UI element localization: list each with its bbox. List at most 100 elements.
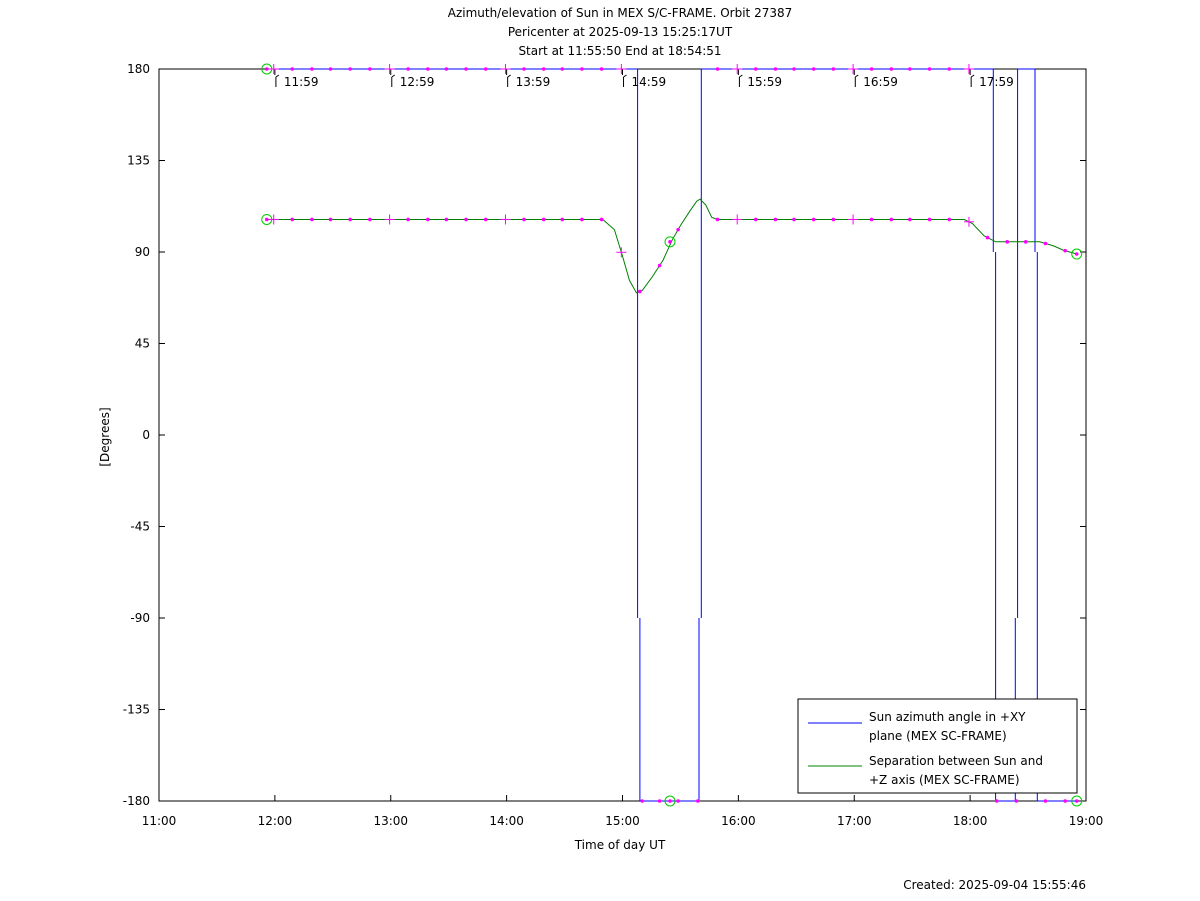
azimuth-sample-dot xyxy=(869,67,874,71)
x-tick-label: 14:00 xyxy=(489,814,524,828)
separation-sample-dot xyxy=(406,217,410,222)
azimuth-sample-dot xyxy=(541,67,546,71)
y-tick-label: 90 xyxy=(135,245,150,259)
x-tick-label: 19:00 xyxy=(1069,814,1104,828)
event-circle-center xyxy=(264,217,269,222)
azimuth-sample-dot xyxy=(580,67,584,71)
event-circle-marker xyxy=(664,795,676,807)
separation-sample-dot xyxy=(522,217,526,222)
hour-marker-tick-cap xyxy=(855,74,859,78)
marker-layer xyxy=(261,63,1083,807)
axis-ticks xyxy=(158,68,1087,802)
legend-label-azimuth-1: Sun azimuth angle in +XY xyxy=(869,710,1026,724)
azimuth-sample-dot-bottom xyxy=(1063,799,1067,803)
separation-sample-dot xyxy=(947,217,952,222)
chart-title-line-2: Pericenter at 2025-09-13 15:25:17UT xyxy=(508,25,733,39)
azimuth-sample-dot-bottom xyxy=(994,799,999,803)
separation-sample-dot xyxy=(792,217,796,222)
separation-sample-dot xyxy=(753,217,758,222)
azimuth-sample-dot xyxy=(444,67,449,71)
event-circle-center xyxy=(264,67,269,71)
azimuth-sample-dot xyxy=(811,67,816,71)
azimuth-sample-dot xyxy=(889,67,894,71)
hour-marker-label: 17:59 xyxy=(979,75,1014,89)
hour-marker-label: 16:59 xyxy=(863,75,898,89)
y-tick-label: -45 xyxy=(130,520,150,534)
x-tick-label: 12:00 xyxy=(258,814,293,828)
separation-sample-dot xyxy=(869,217,874,222)
separation-sample-dot xyxy=(638,289,642,294)
y-tick-label: 135 xyxy=(127,154,150,168)
azimuth-sample-dot xyxy=(406,67,410,71)
hour-marker-tick-cap xyxy=(970,74,975,78)
azimuth-sample-dot xyxy=(426,67,430,71)
y-axis-label: [Degrees] xyxy=(98,407,112,466)
y-tick-label: 0 xyxy=(142,428,150,442)
x-axis-label: Time of day UT xyxy=(574,838,666,852)
azimuth-sample-dot xyxy=(715,67,720,71)
separation-sample-dot xyxy=(464,217,468,222)
separation-sample-dot xyxy=(541,217,546,222)
azimuth-sample-dot xyxy=(483,67,488,71)
separation-sample-dot xyxy=(889,217,894,222)
azimuth-sample-dot-bottom xyxy=(657,799,662,803)
event-circle-marker xyxy=(261,213,273,225)
legend: Sun azimuth angle in +XY plane (MEX SC-F… xyxy=(797,698,1078,794)
y-tick-label: -90 xyxy=(130,611,150,625)
azimuth-sample-dot xyxy=(773,67,778,71)
separation-sample-dot xyxy=(599,217,604,222)
azimuth-sample-dot-bottom xyxy=(696,799,700,803)
separation-sample-dot xyxy=(811,217,816,222)
series-separation-line xyxy=(266,198,1077,294)
hour-marker-label: 14:59 xyxy=(632,75,667,89)
separation-sample-dot xyxy=(328,217,333,222)
separation-sample-dot xyxy=(908,217,912,222)
azimuth-sample-dot xyxy=(368,67,372,71)
event-circle-center xyxy=(1074,799,1079,803)
x-axis-tick-labels: 11:00 12:00 13:00 14:00 15:00 16:00 17:00 18:00… xyxy=(142,814,1104,828)
y-tick-label: -135 xyxy=(123,703,150,717)
hour-markers: 11:59 12:59 13:59 14:59 15:59 16:59 17:59 xyxy=(275,74,1014,89)
separation-sample-dot xyxy=(676,227,680,232)
hour-marker-tick-cap xyxy=(275,74,280,78)
separation-sample-dot xyxy=(715,217,720,222)
azimuth-sample-dot xyxy=(831,67,836,71)
azimuth-sample-dot xyxy=(522,67,526,71)
chart-title-line-3: Start at 11:55:50 End at 18:54:51 xyxy=(518,44,721,58)
x-tick-label: 16:00 xyxy=(721,814,756,828)
event-circle-marker xyxy=(664,236,676,248)
azimuth-sample-dot-bottom xyxy=(640,799,644,803)
azimuth-sample-dot xyxy=(908,67,912,71)
legend-label-azimuth-2: plane (MEX SC-FRAME) xyxy=(869,729,1007,743)
separation-sample-dot xyxy=(985,235,990,240)
hour-marker-label: 15:59 xyxy=(747,75,782,89)
chart-title-line-1: Azimuth/elevation of Sun in MEX S/C-FRAM… xyxy=(448,6,793,20)
y-tick-label: 180 xyxy=(127,62,150,76)
hour-marker-label: 11:59 xyxy=(284,75,319,89)
legend-box xyxy=(797,698,1078,794)
chart-title: Azimuth/elevation of Sun in MEX S/C-FRAM… xyxy=(448,6,793,58)
azimuth-sample-dot xyxy=(328,67,333,71)
separation-sample-dot xyxy=(1005,240,1010,244)
hour-marker-tick-cap xyxy=(739,74,743,78)
separation-sample-dot xyxy=(483,217,488,222)
y-axis-tick-labels: 180 135 90 45 0 -45 -90 -135 -180 xyxy=(123,62,150,808)
azimuth-sample-dot xyxy=(464,67,468,71)
separation-sample-dot xyxy=(580,217,584,222)
series-lines xyxy=(266,68,1077,802)
separation-sample-dot xyxy=(310,217,314,222)
event-circle-marker xyxy=(1071,248,1083,260)
event-circle-center xyxy=(668,240,672,244)
azimuth-sample-dot xyxy=(348,67,352,71)
azimuth-sample-dot-bottom xyxy=(1043,799,1048,803)
plot-area-frame xyxy=(158,68,1087,802)
y-tick-label: 45 xyxy=(135,337,150,351)
event-circle-center xyxy=(1074,252,1079,256)
hour-marker-label: 12:59 xyxy=(400,75,435,89)
event-circle-center xyxy=(668,799,672,803)
azimuth-sample-dot xyxy=(290,67,295,71)
hour-marker-tick-cap xyxy=(507,74,511,78)
x-tick-label: 18:00 xyxy=(953,814,988,828)
separation-sample-dot xyxy=(1063,248,1067,253)
